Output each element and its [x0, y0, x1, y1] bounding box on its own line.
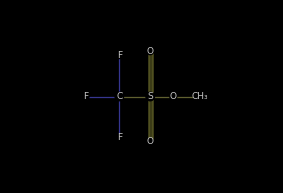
Text: O: O: [147, 137, 154, 146]
Text: C: C: [116, 92, 123, 101]
Circle shape: [115, 92, 124, 101]
Text: F: F: [117, 51, 122, 59]
Text: CH₃: CH₃: [191, 92, 208, 101]
Circle shape: [170, 93, 177, 100]
Circle shape: [116, 135, 123, 141]
Text: S: S: [147, 92, 153, 101]
Circle shape: [116, 52, 123, 58]
Circle shape: [146, 92, 155, 101]
Circle shape: [194, 91, 205, 102]
Text: F: F: [117, 134, 122, 142]
Circle shape: [147, 48, 154, 55]
Text: O: O: [170, 92, 177, 101]
Text: O: O: [147, 47, 154, 56]
Text: F: F: [83, 92, 88, 101]
Circle shape: [82, 93, 89, 100]
Circle shape: [147, 138, 154, 145]
